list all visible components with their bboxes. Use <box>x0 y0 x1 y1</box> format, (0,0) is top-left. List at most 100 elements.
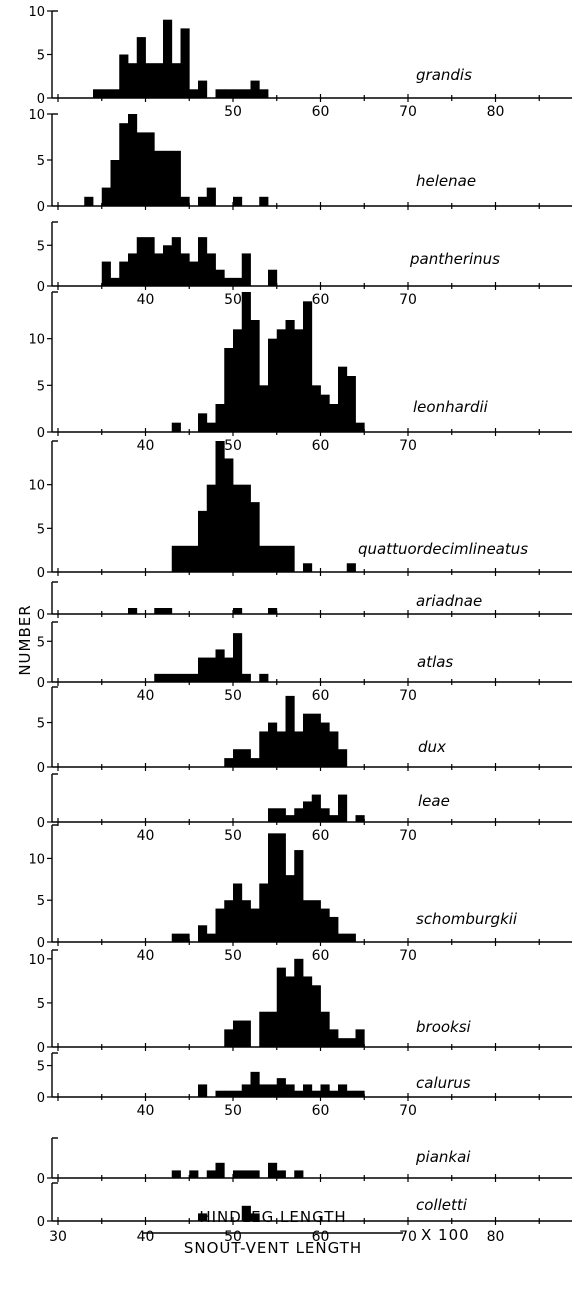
histogram-bar <box>329 916 339 942</box>
x-tick-label: 80 <box>487 104 505 120</box>
histogram-bar <box>171 422 181 432</box>
histogram-bar <box>241 749 251 767</box>
histogram-bar <box>268 1011 278 1047</box>
histogram-bar <box>338 933 348 942</box>
histogram-bar <box>259 89 269 98</box>
species-label: piankai <box>415 1148 471 1166</box>
histogram-bar <box>259 545 269 572</box>
histogram-bar <box>268 608 278 614</box>
histogram-bar <box>355 1090 365 1097</box>
x-tick-label: 40 <box>137 1103 155 1119</box>
species-label: leae <box>418 792 450 810</box>
histogram-bar <box>259 385 269 432</box>
histogram-bar <box>136 237 146 286</box>
panel-schomburgkii: 0 5 10 schomburgkii 40 50 60 70 <box>28 824 572 964</box>
histogram-bar <box>154 63 164 98</box>
y-tick-label: 5 <box>37 49 45 64</box>
species-label: ariadnae <box>416 592 482 610</box>
y-tick-label: 0 <box>37 200 45 215</box>
species-label: brooksi <box>416 1018 472 1036</box>
x-tick-label: 70 <box>399 438 417 454</box>
x-tick-label: 60 <box>312 828 330 844</box>
x-tick-label: 70 <box>399 688 417 704</box>
histogram-bar <box>285 875 295 942</box>
histogram-bar <box>145 132 155 206</box>
histogram-bar <box>320 808 330 822</box>
histogram-bar <box>329 731 339 767</box>
histogram-bar <box>224 89 234 98</box>
histogram-bar <box>119 54 129 98</box>
y-tick-label: 5 <box>37 379 45 394</box>
histogram-bar <box>180 545 190 572</box>
histogram-bar <box>180 196 190 206</box>
histogram-bar <box>329 815 339 822</box>
histogram-bar <box>128 608 138 614</box>
histogram-bar <box>163 150 173 206</box>
x-axis-title-group: HINDLEG LENGTH SNOUT-VENT LENGTH X 100 <box>143 1208 469 1257</box>
histogram-bar <box>311 385 321 432</box>
histogram-bar <box>320 1084 330 1097</box>
histogram-bar <box>250 908 260 942</box>
x-tick-label: 60 <box>312 104 330 120</box>
histogram-bar <box>241 292 251 432</box>
panel-ariadnae: 0 ariadnae <box>37 581 572 623</box>
histogram-bar <box>311 900 321 942</box>
histogram-bar <box>259 1084 269 1097</box>
histogram-bar <box>346 933 356 942</box>
histogram-bar <box>215 441 225 572</box>
x-tick-label: 40 <box>137 948 155 964</box>
histogram-bar <box>136 37 146 98</box>
histogram-bar <box>276 329 286 432</box>
histogram-bar <box>206 933 216 942</box>
y-tick-label: 10 <box>28 333 45 348</box>
histogram-bar <box>163 673 173 682</box>
species-label: helenae <box>416 172 476 190</box>
histogram-bar <box>285 320 295 432</box>
x-tick-label: 70 <box>399 1103 417 1119</box>
histogram-bar <box>276 833 286 942</box>
histogram-bar <box>198 925 208 942</box>
histogram-bar <box>128 114 138 206</box>
histogram-bar <box>206 187 216 206</box>
panel-leae: 0 leae 40 50 60 70 <box>37 773 572 844</box>
histogram-bar <box>355 815 365 822</box>
histogram-bar <box>189 673 199 682</box>
histogram-bar <box>268 833 278 942</box>
histogram-bar <box>233 1090 243 1097</box>
x-tick-label: 60 <box>312 1103 330 1119</box>
x-axis-title-numerator: HINDLEG LENGTH <box>199 1208 346 1226</box>
y-axis-title: NUMBER <box>16 604 34 675</box>
histogram-bar <box>171 673 181 682</box>
histogram-bar <box>276 1078 286 1097</box>
histogram-bar <box>241 89 251 98</box>
histogram-bar <box>241 673 251 682</box>
histogram-bar <box>206 484 216 572</box>
histogram-bar <box>154 150 164 206</box>
histogram-bar <box>250 1213 260 1221</box>
y-tick-label: 0 <box>37 816 45 831</box>
histogram-bar <box>294 1170 304 1178</box>
x-tick-label: 30 <box>49 1229 67 1245</box>
x-tick-label: 50 <box>224 104 242 120</box>
histogram-bar <box>259 883 269 942</box>
histogram-bar <box>110 277 120 286</box>
histogram-bar <box>346 1090 356 1097</box>
histogram-bar <box>128 63 138 98</box>
histogram-bar <box>101 187 111 206</box>
histogram-bar <box>206 253 216 286</box>
y-tick-label: 10 <box>28 479 45 494</box>
histogram-bar <box>303 976 313 1047</box>
histogram-bar <box>311 794 321 822</box>
histogram-bar <box>294 731 304 767</box>
histogram-bar <box>285 976 295 1047</box>
histogram-bar <box>250 502 260 572</box>
panel-piankai: 0 piankai <box>37 1137 572 1187</box>
histogram-bar <box>189 1170 199 1178</box>
histogram-bar <box>101 261 111 286</box>
histogram-bar <box>241 1170 251 1178</box>
species-label: quattuordecimlineatus <box>358 540 528 558</box>
histogram-bar <box>294 958 304 1047</box>
x-tick-label: 50 <box>224 828 242 844</box>
species-label: pantherinus <box>409 250 500 268</box>
histogram-bar <box>268 545 278 572</box>
